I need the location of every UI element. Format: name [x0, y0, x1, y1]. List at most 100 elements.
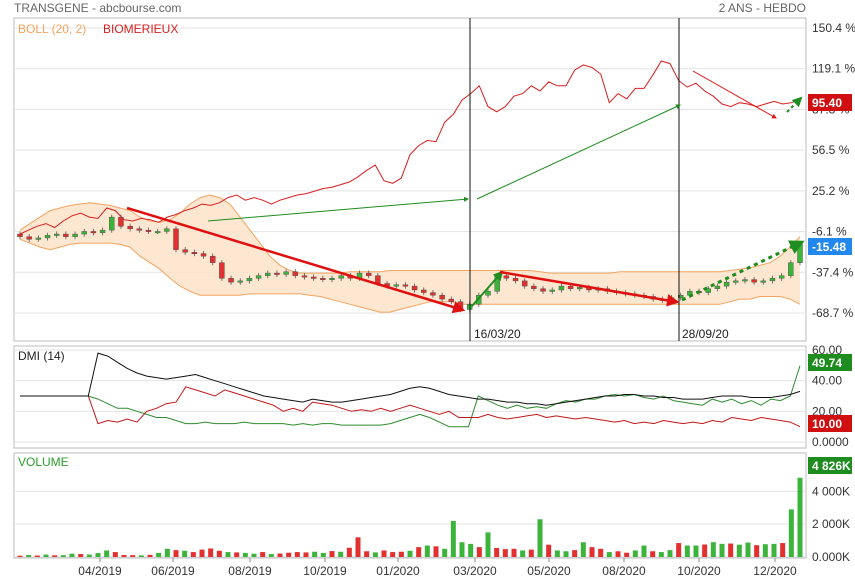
volume-bar [86, 554, 92, 557]
candle-body [173, 228, 179, 250]
price-y-tick: 119.1 % [812, 62, 855, 76]
volume-bar [121, 555, 127, 557]
volume-bar [450, 520, 456, 557]
candle-body [411, 285, 418, 291]
volume-bar [728, 543, 734, 557]
dmi-series [20, 352, 801, 428]
candle-body [118, 216, 124, 227]
candle-body [760, 280, 766, 283]
volume-bar [251, 553, 257, 557]
candle-body [154, 231, 161, 234]
candle-body [26, 236, 32, 240]
dmi-minus-line [20, 386, 801, 428]
trend-arrow-down-1 [126, 206, 466, 314]
volume-bar [182, 550, 188, 557]
candle-body [512, 278, 519, 282]
candle-body [558, 285, 565, 291]
volume-bar [320, 552, 326, 557]
trend-arrow-up-dotted [681, 240, 805, 302]
volume-bar [138, 555, 144, 557]
volume-bar [632, 550, 638, 557]
volume-bar [589, 547, 595, 557]
candle-body [81, 231, 87, 235]
volume-bar [572, 550, 578, 557]
candle-body [723, 281, 730, 287]
price-y-tick: 25.2 % [812, 184, 850, 198]
volume-bar [338, 551, 344, 557]
price-y-tick: -37.4 % [812, 265, 854, 279]
x-tick-label: 08/2019 [228, 564, 272, 578]
volume-bar [104, 550, 110, 557]
volume-bar [164, 548, 170, 557]
volume-bar [615, 551, 621, 557]
candle-body [265, 272, 271, 276]
volume-bar [173, 550, 179, 557]
volume-bar [208, 548, 214, 557]
dmi-y-tick: 60.00 [812, 343, 842, 357]
candle-body [35, 237, 42, 240]
candle-body [797, 243, 803, 263]
event-label-september: 28/09/20 [682, 327, 729, 341]
x-tick-label: 04/2019 [78, 564, 122, 578]
volume-bar [554, 550, 560, 557]
candle-body [577, 287, 583, 290]
candle-body [99, 229, 106, 233]
bollinger-fill [20, 195, 800, 313]
candle-body [54, 233, 60, 236]
volume-bar [520, 550, 526, 557]
candle-body [310, 276, 317, 279]
candle-body [329, 278, 335, 280]
candle-body [44, 235, 51, 239]
badge-dmi-plus-text: 49.74 [812, 356, 842, 370]
volume-bar [286, 552, 292, 557]
volume-bar [476, 547, 482, 557]
volume-bar [442, 548, 448, 557]
volume-bar [797, 477, 803, 557]
candle-body [402, 284, 409, 287]
candle-body [769, 278, 776, 282]
volume-bar [494, 547, 500, 557]
candle-body [255, 275, 262, 279]
legend-biomerieux: BIOMERIEUX [103, 22, 178, 36]
volume-bar [364, 551, 370, 557]
candle-body [788, 262, 794, 276]
candle-body [567, 285, 574, 289]
volume-bar [433, 546, 439, 557]
candle-body [136, 228, 142, 231]
candle-body [145, 229, 152, 232]
volume-bar [424, 545, 430, 557]
volume-panel [13, 452, 807, 559]
volume-bar [268, 554, 274, 557]
chart-header-period: 2 ANS - HEBDO [719, 1, 806, 15]
volume-bar [355, 537, 361, 557]
volume-bar [598, 548, 604, 557]
biomerieux-series [19, 60, 801, 235]
x-tick-label: 01/2020 [376, 564, 420, 578]
candle-body [531, 285, 537, 289]
volume-bar [190, 552, 196, 557]
candle-body [742, 279, 748, 282]
badge-dmi-plus [808, 354, 852, 371]
dmi-plus-line [20, 365, 801, 428]
volume-bar [43, 554, 49, 557]
candle-body [522, 280, 528, 287]
candle-body [17, 233, 23, 237]
candle-body [485, 291, 491, 296]
candle-body [228, 278, 234, 283]
bollinger-upper [19, 194, 801, 274]
volume-bar [407, 550, 413, 557]
candle-body [274, 272, 280, 275]
volume-bar [502, 549, 508, 557]
badge-volume [808, 457, 852, 474]
candle-body [301, 275, 308, 278]
volume-bar [277, 553, 283, 557]
volume-bar [130, 555, 136, 557]
volume-bar [17, 555, 23, 557]
volume-bar [771, 543, 777, 557]
volume-bar [34, 555, 40, 557]
candle-body [90, 231, 97, 234]
volume-bar [398, 551, 404, 557]
volume-bar [312, 551, 318, 557]
trend-annotations [126, 70, 805, 314]
